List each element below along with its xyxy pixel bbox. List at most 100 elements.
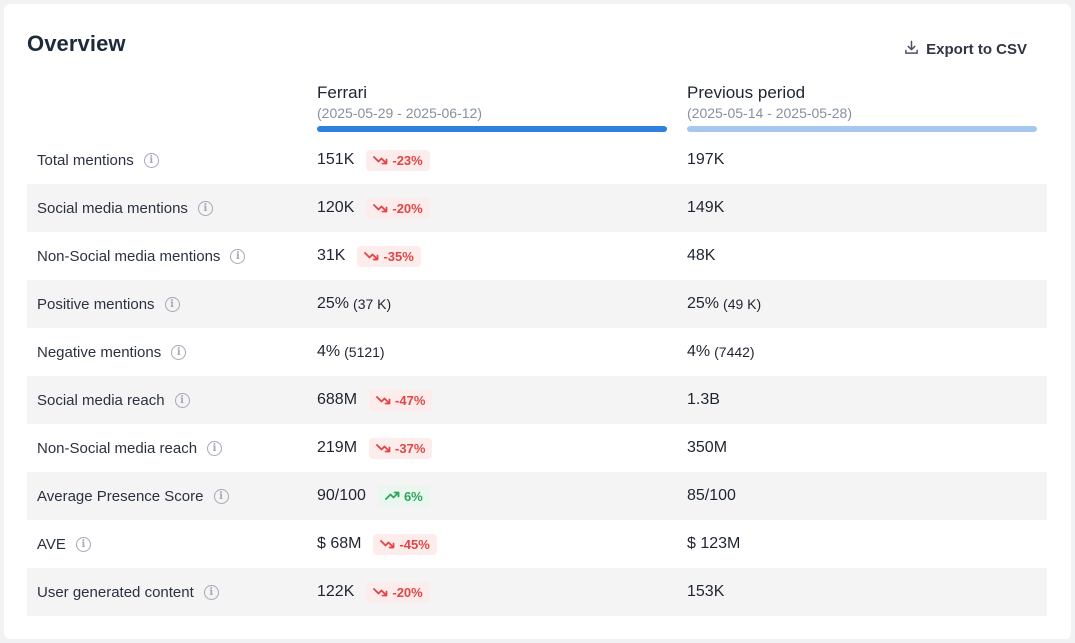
previous-value: 1.3B [687,391,720,408]
info-icon[interactable]: i [171,344,187,360]
previous-value: 153K [687,583,725,600]
current-value-cell: 120K -20% [317,197,430,219]
metric-label: AVE [37,535,66,553]
table-row: Social media mentions i 120K -20% 149K [27,184,1047,232]
metric-label-group: Total mentions i [37,152,159,169]
table-row: Non-Social media reach i 219M -37% 350M [27,424,1047,472]
current-count: (5121) [344,344,385,360]
current-value: 4% [317,343,341,360]
metric-label: Average Presence Score [37,487,204,505]
metric-label: User generated content [37,583,194,601]
metric-label-group: Social media mentions i [37,200,213,217]
table-row: Positive mentions i 25% (37 K) 25% (49 K) [27,280,1047,328]
metric-label-group: AVE i [37,536,91,553]
table-row: AVE i $ 68M -45% $ 123M [27,520,1047,568]
change-badge: 6% [377,485,430,507]
current-value: 25% [317,295,350,312]
previous-count: (49 K) [723,296,762,312]
previous-value: 350M [687,439,728,456]
column-color-bar [317,126,667,132]
overview-card: Overview Export to CSV Ferrari (2025-05-… [4,4,1071,639]
previous-count: (7442) [714,344,755,360]
info-icon[interactable]: i [164,296,180,312]
column-date-range: (2025-05-29 - 2025-06-12) [317,105,482,121]
metric-label: Non-Social media reach [37,439,198,457]
change-badge: -35% [357,245,421,267]
column-header-previous: Previous period (2025-05-14 - 2025-05-28… [687,83,1037,132]
table-row: Social media reach i 688M -47% 1.3B [27,376,1047,424]
change-badge: -45% [373,533,437,555]
column-date-range: (2025-05-14 - 2025-05-28) [687,105,852,121]
metric-label: Negative mentions [37,343,162,361]
metric-label-group: Non-Social media mentions i [37,247,246,265]
previous-value-cell: $ 123M [687,535,740,553]
current-value-cell: 122K -20% [317,581,430,603]
previous-value-cell: 197K [687,151,724,169]
current-value: 688M [317,391,358,408]
change-value: -35% [383,248,414,264]
current-value: $ 68M [317,535,362,552]
current-value-cell: 688M -47% [317,389,433,411]
metric-label-group: Negative mentions i [37,343,187,361]
change-value: -45% [399,536,430,552]
current-value-cell: $ 68M -45% [317,533,437,555]
current-value-cell: 219M -37% [317,437,433,459]
current-value: 122K [317,583,355,600]
current-value: 120K [317,199,355,216]
export-csv-button[interactable]: Export to CSV [904,40,1027,59]
info-icon[interactable]: i [143,152,159,168]
change-badge: -20% [366,581,430,603]
table-row: User generated content i 122K -20% 153K [27,568,1047,616]
current-value-cell: 90/100 6% [317,485,430,507]
previous-value: $ 123M [687,535,741,552]
change-value: -20% [392,200,423,216]
table-row: Total mentions i 151K -23% 197K [27,136,1047,184]
metric-label-group: Positive mentions i [37,296,180,313]
previous-value-cell: 85/100 [687,487,736,505]
previous-value-cell: 25% (49 K) [687,295,761,313]
trend-down-icon [373,153,388,168]
change-badge: -47% [369,389,433,411]
table-row: Negative mentions i 4% (5121) 4% (7442) [27,328,1047,376]
change-value: -47% [395,392,426,408]
trend-down-icon [373,201,388,216]
change-value: 6% [403,488,423,504]
previous-value: 48K [687,247,716,264]
metric-label-group: Average Presence Score i [37,488,229,505]
previous-value-cell: 153K [687,583,724,601]
info-icon[interactable]: i [213,488,229,504]
change-badge: -37% [369,437,433,459]
info-icon[interactable]: i [203,584,219,600]
current-value-cell: 4% (5121) [317,343,385,361]
info-icon[interactable]: i [197,200,213,216]
previous-value-cell: 1.3B [687,391,720,409]
current-value: 90/100 [317,487,366,504]
previous-value: 25% [687,295,720,312]
column-color-bar [687,126,1037,132]
previous-value: 149K [687,199,725,216]
trend-down-icon [373,585,388,600]
info-icon[interactable]: i [75,536,91,552]
trend-down-icon [376,393,391,408]
previous-value-cell: 350M [687,439,727,457]
download-icon [904,40,919,59]
previous-value-cell: 4% (7442) [687,343,755,361]
info-icon[interactable]: i [174,392,190,408]
current-value-cell: 31K -35% [317,245,421,267]
metric-label: Social media reach [37,391,165,409]
trend-down-icon [364,249,379,264]
info-icon[interactable]: i [207,440,223,456]
export-csv-label: Export to CSV [926,41,1027,58]
column-name: Previous period [687,83,806,102]
current-value: 31K [317,247,346,264]
column-name: Ferrari [317,83,368,102]
page-title: Overview [27,31,126,56]
change-value: -20% [392,584,423,600]
previous-value-cell: 149K [687,199,724,217]
current-value: 219M [317,439,358,456]
info-icon[interactable]: i [230,248,246,264]
current-value-cell: 151K -23% [317,149,430,171]
metrics-table: Total mentions i 151K -23% 197K Social m… [27,136,1047,616]
change-badge: -23% [366,149,430,171]
metric-label: Non-Social media mentions [37,247,221,265]
